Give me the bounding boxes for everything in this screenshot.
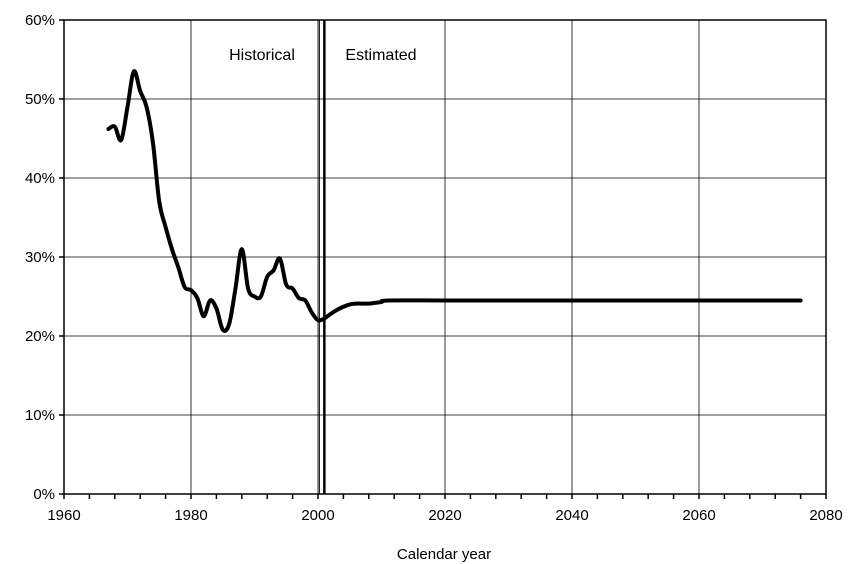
y-tick-label: 40%: [25, 170, 55, 187]
gridlines: [64, 20, 826, 494]
x-tick-label: 2060: [682, 507, 715, 524]
axis-ticks: [59, 19, 827, 499]
series-line-estimated: [322, 298, 803, 321]
y-tick-label: 50%: [25, 91, 55, 108]
y-tick-label: 60%: [25, 12, 55, 29]
historical-estimated-divider: [318, 20, 326, 494]
x-tick-label: 2020: [428, 507, 461, 524]
annotation-historical: Historical: [229, 47, 295, 64]
x-tick-label: 2080: [809, 507, 842, 524]
annotation-estimated: Estimated: [345, 47, 416, 64]
y-tick-label: 0%: [33, 486, 55, 503]
x-tick-label: 1980: [174, 507, 207, 524]
y-tick-label: 20%: [25, 328, 55, 345]
x-tick-label: 2000: [301, 507, 334, 524]
data-series: [106, 69, 803, 333]
y-tick-label: 30%: [25, 249, 55, 266]
y-tick-label: 10%: [25, 407, 55, 424]
x-tick-label: 2040: [555, 507, 588, 524]
series-line-historical: [106, 69, 327, 333]
x-axis-title: Calendar year: [397, 546, 491, 563]
x-tick-label: 1960: [47, 507, 80, 524]
tick-labels: 1960 1980 2000 2020 2040 2060 2080 0% 10% 20% 30% 4…: [25, 12, 843, 524]
